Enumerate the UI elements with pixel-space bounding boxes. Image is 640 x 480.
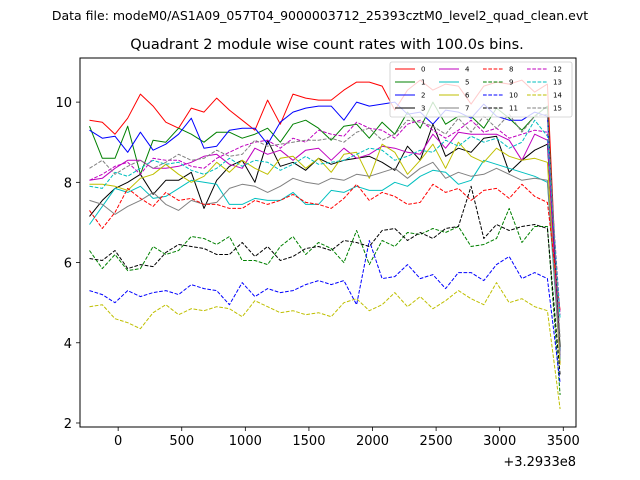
series-line-3 (89, 123, 561, 347)
legend-label-14: 14 (553, 92, 562, 100)
series-line-9 (89, 207, 561, 395)
series-line-15 (89, 113, 561, 339)
plot-area (89, 79, 561, 410)
legend-box (389, 61, 573, 118)
legend-label-0: 0 (421, 66, 425, 74)
legend-label-5: 5 (465, 79, 469, 87)
y-tick-label: 2 (64, 417, 72, 432)
series-line-4 (89, 131, 561, 359)
legend-label-2: 2 (421, 92, 425, 100)
legend-label-10: 10 (509, 92, 518, 100)
axes-frame (79, 57, 577, 428)
legend-label-12: 12 (553, 66, 562, 74)
legend-label-4: 4 (465, 66, 470, 74)
axis-ticks: 0 500 1000 1500 2000 2500 3000 3500 2 4 6 8 10 (55, 96, 579, 449)
series-line-8 (89, 183, 561, 311)
x-tick-label: 2500 (420, 434, 453, 449)
legend-label-7: 7 (465, 105, 469, 113)
series-line-14 (89, 282, 561, 410)
x-tick-label: 0 (114, 434, 122, 449)
series-line-12 (89, 119, 561, 315)
legend-label-8: 8 (509, 66, 513, 74)
series-line-10 (89, 240, 561, 383)
x-tick-label: 3500 (547, 434, 580, 449)
legend-label-15: 15 (553, 105, 562, 113)
x-tick-label: 1000 (229, 434, 262, 449)
figure-suptitle: Data file: modeM0/AS1A09_057T04_90000037… (52, 8, 588, 23)
series-line-7 (89, 161, 561, 355)
legend-label-6: 6 (465, 92, 470, 100)
x-tick-label: 2000 (356, 434, 389, 449)
x-tick-label: 1500 (292, 434, 325, 449)
legend-label-3: 3 (421, 105, 425, 113)
x-offset-label: +3.2933e8 (503, 455, 576, 470)
y-tick-label: 4 (64, 337, 72, 352)
series-line-1 (89, 101, 561, 351)
series-line-5 (89, 159, 561, 361)
series-line-13 (89, 119, 561, 319)
series-line-6 (89, 141, 561, 365)
y-tick-label: 10 (55, 96, 72, 111)
legend-label-13: 13 (553, 79, 562, 87)
legend-label-1: 1 (421, 79, 425, 87)
chart-title: Quadrant 2 module wise count rates with … (130, 37, 524, 53)
y-tick-label: 6 (64, 257, 72, 272)
x-tick-label: 3000 (483, 434, 516, 449)
legend-label-11: 11 (509, 105, 518, 113)
series-line-11 (89, 185, 561, 375)
y-tick-label: 8 (64, 176, 72, 191)
x-tick-label: 500 (169, 434, 194, 449)
legend-label-9: 9 (509, 79, 513, 87)
